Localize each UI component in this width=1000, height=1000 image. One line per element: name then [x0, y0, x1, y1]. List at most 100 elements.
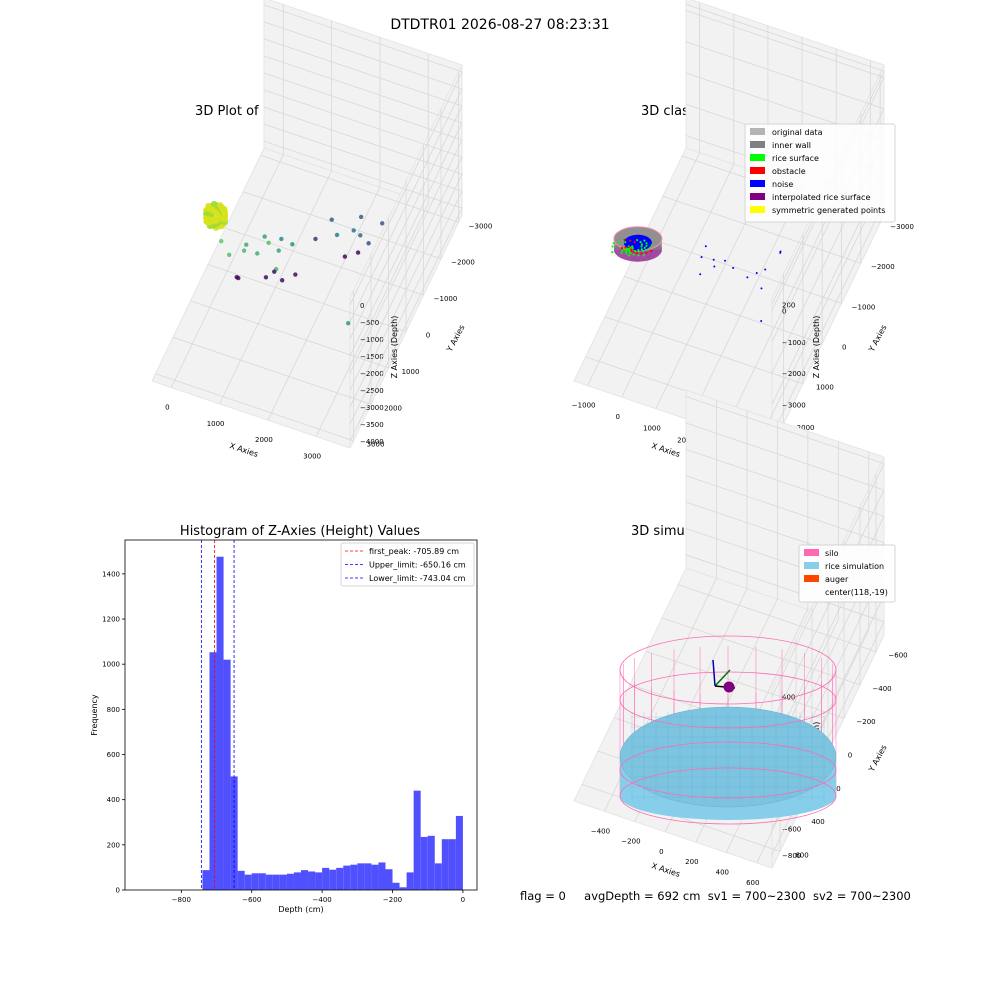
auger-axis-z	[712, 659, 716, 687]
rice-point	[625, 247, 629, 250]
rice-point	[640, 252, 643, 255]
histogram-bar	[434, 863, 442, 890]
plot3-ytick: 600	[107, 751, 120, 759]
histogram-bar	[364, 863, 372, 890]
grid-x	[757, 210, 871, 444]
plot2-xtick: 0	[616, 413, 620, 421]
plot1-xtick: 2000	[255, 436, 273, 444]
plot4-legend	[798, 544, 896, 603]
plot4-xtick: 600	[746, 879, 759, 887]
plot1-xtick: 3000	[303, 453, 321, 461]
plot2-legend-swatch	[750, 167, 765, 174]
plot1-xtick: 0	[165, 404, 169, 412]
plot1-point	[279, 236, 284, 242]
grid-y	[677, 584, 877, 653]
plot1-point	[262, 234, 267, 239]
plot2-legend-swatch	[750, 193, 765, 200]
rice-point	[650, 244, 653, 247]
histogram-bar	[336, 867, 344, 890]
histogram-bar	[441, 839, 449, 890]
plot4-ytick: −200	[856, 718, 875, 726]
silo-ring	[619, 635, 837, 705]
plot2-zlabel: Z Axies (Depth)	[812, 316, 821, 379]
plot2-noise-point	[704, 245, 707, 248]
rice-point	[640, 243, 644, 246]
plot1-point	[234, 274, 239, 280]
grid-y	[624, 276, 823, 344]
plot3-title: Histogram of Z-Axies (Height) Values	[179, 524, 421, 539]
plot2-noise-point	[779, 250, 782, 253]
rice-point	[636, 238, 639, 242]
rice-point	[611, 245, 614, 248]
grid-z	[263, 140, 463, 209]
plot1-ytick: 0	[426, 332, 430, 340]
plot4-ytick: −400	[872, 685, 891, 693]
plot1-ztick: −2500	[360, 387, 384, 395]
rice-point	[618, 241, 621, 244]
grid-y	[581, 783, 781, 852]
plot2-noise-point	[712, 258, 715, 261]
grid-z	[349, 156, 463, 391]
histogram-bar	[209, 652, 217, 890]
plot4-ztick: 400	[782, 694, 795, 702]
rice-point	[645, 248, 648, 252]
plot1-ztick: −500	[360, 319, 379, 327]
plot2-ztick: 200	[782, 301, 795, 309]
plot4-xtick: −200	[621, 838, 640, 846]
plot1-ytick: 3000	[367, 441, 385, 449]
plot2-noise-point	[755, 272, 758, 275]
plot4-ytick: −600	[888, 652, 907, 660]
histogram-bar	[357, 863, 365, 890]
histogram-bar	[202, 870, 210, 890]
plot2-ztick: 0	[782, 308, 786, 316]
plot1-point	[355, 250, 361, 255]
histogram-bar	[251, 873, 259, 890]
histogram-bar	[244, 874, 252, 890]
grid-z	[263, 55, 463, 124]
rice-point	[640, 248, 643, 251]
plot4-xtick: 200	[685, 858, 698, 866]
plot2-xtick: 1000	[643, 425, 661, 433]
plot1-point	[263, 275, 269, 280]
plot4-legend-swatch	[804, 575, 819, 582]
histogram-bar	[315, 872, 323, 890]
plot1-ztick: 0	[360, 302, 364, 310]
status-avg-depth: avgDepth = 692 cm	[584, 889, 701, 903]
plot2-noise-point	[760, 319, 763, 322]
plot1-ztick: −3500	[360, 421, 384, 429]
plot2-noise-point	[713, 265, 716, 268]
histogram-bar	[455, 815, 463, 890]
plot2-noise-point	[760, 287, 763, 290]
status-flag: flag = 0	[520, 889, 566, 903]
histogram-bar	[448, 839, 456, 890]
plot3-xtick: −200	[383, 896, 402, 904]
plot3-legend-label: Upper_limit: -650.16 cm	[369, 561, 466, 570]
histogram-bar	[399, 887, 407, 890]
rice-point	[645, 251, 648, 254]
plot3-ytick: 1200	[102, 616, 120, 624]
histogram-bar	[350, 864, 358, 890]
rice-point	[632, 253, 635, 256]
rice-point	[620, 251, 623, 255]
plot2-legend-label: symmetric generated points	[772, 206, 885, 215]
rice-point	[624, 241, 627, 244]
grid-z	[263, 106, 463, 175]
histogram-bar	[216, 556, 224, 890]
plot3-ytick: 0	[116, 887, 120, 895]
plot1-ztick: −1500	[360, 353, 384, 361]
grid-y	[661, 617, 861, 686]
plot1-ztick: −3000	[360, 404, 384, 412]
grid-z	[349, 190, 463, 425]
rice-point	[629, 239, 632, 242]
plot4-xtick: −400	[591, 827, 610, 835]
rice-point	[643, 246, 646, 249]
plot1-ztick: −1000	[360, 336, 384, 344]
rice-point	[612, 242, 615, 245]
grid-y	[225, 227, 424, 296]
plot3-ytick: 800	[107, 706, 120, 714]
grid-z	[685, 3, 885, 72]
plot1-axes: 0 1000 2000 3000 −3000 −2000 −1000 0 1000 2000 300…	[151, 0, 492, 461]
grid-y	[662, 195, 861, 264]
grid-x	[587, 152, 701, 386]
plot2-legend-label: rice surface	[772, 154, 819, 163]
